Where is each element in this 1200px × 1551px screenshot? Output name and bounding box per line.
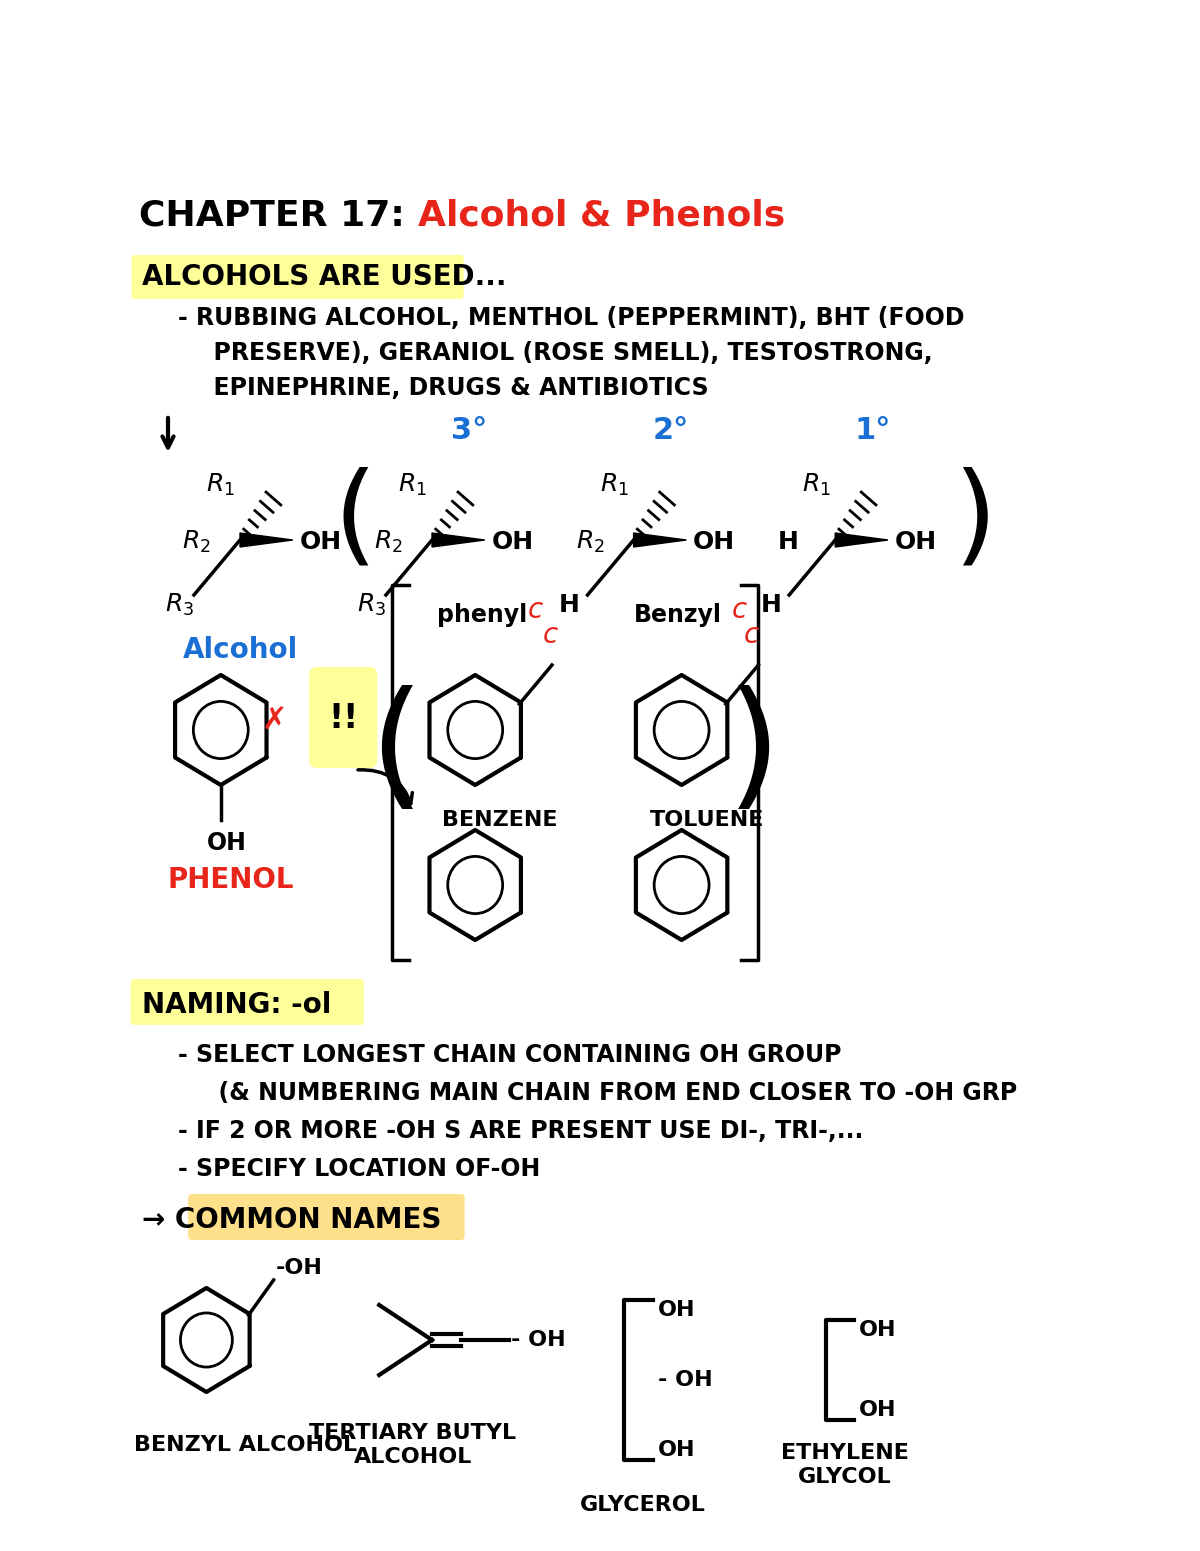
Text: PHENOL: PHENOL — [168, 865, 294, 893]
Text: ALCOHOLS ARE USED...: ALCOHOLS ARE USED... — [142, 264, 506, 292]
Text: BENZYL ALCOHOL: BENZYL ALCOHOL — [134, 1435, 358, 1455]
Text: c: c — [528, 596, 544, 624]
Text: OH: OH — [859, 1401, 896, 1421]
Text: - SELECT LONGEST CHAIN CONTAINING OH GROUP: - SELECT LONGEST CHAIN CONTAINING OH GRO… — [178, 1042, 841, 1067]
Text: c: c — [744, 620, 760, 648]
Text: $R_1$: $R_1$ — [398, 472, 427, 498]
Text: - OH: - OH — [511, 1331, 565, 1349]
Text: OH: OH — [206, 831, 246, 855]
Text: $R_1$: $R_1$ — [600, 472, 629, 498]
Text: phenyl: phenyl — [437, 603, 527, 627]
FancyBboxPatch shape — [131, 979, 364, 1025]
Text: Alcohol & Phenols: Alcohol & Phenols — [418, 199, 785, 233]
Text: - SPECIFY LOCATION OF-OH: - SPECIFY LOCATION OF-OH — [178, 1157, 540, 1180]
Text: ✗: ✗ — [262, 706, 287, 735]
Text: H: H — [559, 592, 580, 617]
Text: OH: OH — [300, 530, 342, 554]
Text: OH: OH — [658, 1300, 695, 1320]
Text: $R_2$: $R_2$ — [374, 529, 403, 555]
Text: Alcohol: Alcohol — [182, 636, 298, 664]
Text: CHAPTER 17:: CHAPTER 17: — [139, 199, 418, 233]
FancyArrowPatch shape — [358, 769, 413, 803]
Text: - IF 2 OR MORE -OH S ARE PRESENT USE DI-, TRI-,...: - IF 2 OR MORE -OH S ARE PRESENT USE DI-… — [178, 1118, 863, 1143]
Text: TOLUENE: TOLUENE — [650, 810, 764, 830]
Text: 1°: 1° — [854, 416, 890, 445]
Text: $R_2$: $R_2$ — [576, 529, 605, 555]
Text: -OH: -OH — [276, 1258, 323, 1278]
Text: $R_3$: $R_3$ — [166, 592, 194, 619]
Text: NAMING: -ol: NAMING: -ol — [142, 991, 331, 1019]
Text: EPINEPHRINE, DRUGS & ANTIBIOTICS: EPINEPHRINE, DRUGS & ANTIBIOTICS — [197, 375, 708, 400]
Text: (& NUMBERING MAIN CHAIN FROM END CLOSER TO -OH GRP: (& NUMBERING MAIN CHAIN FROM END CLOSER … — [202, 1081, 1016, 1104]
Polygon shape — [634, 534, 686, 548]
Text: (: ( — [370, 686, 424, 820]
Text: $R_1$: $R_1$ — [802, 472, 830, 498]
Text: BENZENE: BENZENE — [442, 810, 557, 830]
Text: (: ( — [334, 467, 377, 574]
Text: GLYCEROL: GLYCEROL — [581, 1495, 706, 1515]
Text: - RUBBING ALCOHOL, MENTHOL (PEPPERMINT), BHT (FOOD: - RUBBING ALCOHOL, MENTHOL (PEPPERMINT),… — [178, 306, 964, 330]
Polygon shape — [240, 534, 293, 548]
Text: ETHYLENE
GLYCOL: ETHYLENE GLYCOL — [781, 1444, 908, 1486]
Text: c: c — [732, 596, 746, 624]
Text: !!: !! — [329, 701, 359, 735]
Text: 3°: 3° — [451, 416, 487, 445]
Polygon shape — [835, 534, 888, 548]
Text: H: H — [761, 592, 781, 617]
Text: ): ) — [726, 686, 781, 820]
Text: $R_1$: $R_1$ — [206, 472, 235, 498]
Text: - OH: - OH — [658, 1370, 713, 1390]
Text: TERTIARY BUTYL
ALCOHOL: TERTIARY BUTYL ALCOHOL — [310, 1424, 516, 1467]
FancyBboxPatch shape — [132, 254, 463, 299]
Text: $R_2$: $R_2$ — [182, 529, 211, 555]
Text: OH: OH — [895, 530, 937, 554]
FancyBboxPatch shape — [310, 667, 377, 768]
FancyBboxPatch shape — [188, 1194, 464, 1239]
Text: → COMMON NAMES: → COMMON NAMES — [142, 1207, 442, 1235]
Text: OH: OH — [694, 530, 736, 554]
Text: H: H — [778, 530, 798, 554]
Text: OH: OH — [658, 1439, 695, 1459]
Polygon shape — [432, 534, 485, 548]
Text: 2°: 2° — [653, 416, 689, 445]
Text: OH: OH — [492, 530, 534, 554]
Text: c: c — [542, 620, 558, 648]
Text: $R_3$: $R_3$ — [358, 592, 386, 619]
Text: ): ) — [953, 467, 996, 574]
Text: PRESERVE), GERANIOL (ROSE SMELL), TESTOSTRONG,: PRESERVE), GERANIOL (ROSE SMELL), TESTOS… — [197, 341, 932, 364]
Text: OH: OH — [859, 1320, 896, 1340]
Text: Benzyl: Benzyl — [634, 603, 721, 627]
